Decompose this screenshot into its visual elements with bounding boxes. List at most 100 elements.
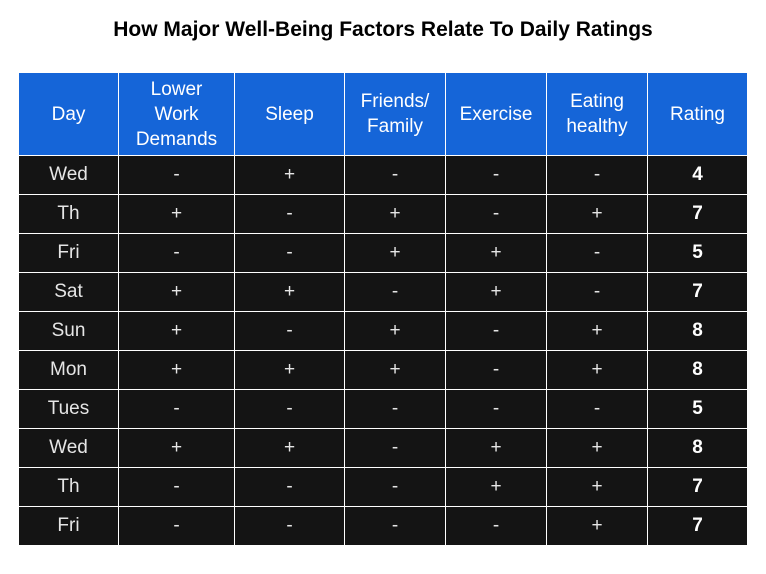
- cell-friends-family: -: [344, 467, 446, 507]
- cell-day: Fri: [18, 506, 119, 546]
- chart-title: How Major Well-Being Factors Relate To D…: [113, 18, 653, 41]
- table-row: Wed + + - + +8: [18, 428, 748, 468]
- cell-lower-work-demands: +: [118, 428, 235, 468]
- cell-sleep: -: [234, 194, 345, 234]
- header-line: Friends/: [360, 91, 430, 112]
- header-exercise: Exercise: [445, 72, 547, 156]
- header-line: Day: [51, 103, 86, 125]
- table-row: Fri - - + + -5: [18, 233, 748, 273]
- cell-exercise: -: [445, 311, 547, 351]
- cell-exercise: -: [445, 389, 547, 429]
- cell-friends-family: +: [344, 194, 446, 234]
- cell-rating: 5: [647, 233, 748, 273]
- cell-rating: 5: [647, 389, 748, 429]
- cell-friends-family: -: [344, 272, 446, 312]
- cell-eating-healthy: -: [546, 155, 648, 195]
- cell-day: Sat: [18, 272, 119, 312]
- header-day: Day: [18, 72, 119, 156]
- cell-eating-healthy: -: [546, 272, 648, 312]
- cell-rating: 4: [647, 155, 748, 195]
- table-row: Th + - + - +7: [18, 194, 748, 234]
- table-row: Wed - + - - -4: [18, 155, 748, 195]
- cell-sleep: +: [234, 155, 345, 195]
- cell-exercise: +: [445, 233, 547, 273]
- cell-exercise: -: [445, 506, 547, 546]
- cell-friends-family: -: [344, 389, 446, 429]
- header-line: Rating: [670, 103, 725, 125]
- header-line: Sleep: [265, 103, 314, 125]
- cell-exercise: -: [445, 350, 547, 390]
- cell-rating: 8: [647, 311, 748, 351]
- cell-day: Mon: [18, 350, 119, 390]
- header-friends-family: Friends/ Family: [344, 72, 446, 156]
- cell-sleep: +: [234, 428, 345, 468]
- header-line: Eating: [570, 91, 624, 112]
- cell-exercise: -: [445, 155, 547, 195]
- cell-day: Tues: [18, 389, 119, 429]
- table-body: Wed - + - - -4 Th + - + - +7 Fri - - + + -5 Sat + + - + -7 Sun + -…: [18, 155, 748, 546]
- cell-lower-work-demands: -: [118, 233, 235, 273]
- table-row: Th - - - + +7: [18, 467, 748, 507]
- cell-eating-healthy: -: [546, 233, 648, 273]
- cell-lower-work-demands: -: [118, 389, 235, 429]
- header-lower-work-demands: Lower Work Demands: [118, 72, 235, 156]
- cell-eating-healthy: +: [546, 428, 648, 468]
- cell-day: Wed: [18, 428, 119, 468]
- cell-lower-work-demands: -: [118, 506, 235, 546]
- cell-sleep: +: [234, 350, 345, 390]
- cell-sleep: -: [234, 311, 345, 351]
- cell-eating-healthy: +: [546, 350, 648, 390]
- cell-eating-healthy: +: [546, 467, 648, 507]
- cell-lower-work-demands: +: [118, 194, 235, 234]
- cell-lower-work-demands: +: [118, 311, 235, 351]
- table-row: Sat + + - + -7: [18, 272, 748, 312]
- cell-rating: 7: [647, 467, 748, 507]
- cell-eating-healthy: +: [546, 506, 648, 546]
- cell-sleep: -: [234, 506, 345, 546]
- cell-exercise: +: [445, 467, 547, 507]
- cell-rating: 8: [647, 428, 748, 468]
- header-sleep: Sleep: [234, 72, 345, 156]
- cell-eating-healthy: +: [546, 194, 648, 234]
- cell-sleep: -: [234, 467, 345, 507]
- cell-friends-family: +: [344, 350, 446, 390]
- cell-friends-family: -: [344, 155, 446, 195]
- table-row: Fri - - - - +7: [18, 506, 748, 546]
- header-eating-healthy: Eating healthy: [546, 72, 648, 156]
- cell-lower-work-demands: +: [118, 350, 235, 390]
- cell-lower-work-demands: -: [118, 467, 235, 507]
- cell-day: Th: [18, 194, 119, 234]
- cell-sleep: -: [234, 389, 345, 429]
- header-line: Family: [367, 116, 423, 137]
- cell-eating-healthy: -: [546, 389, 648, 429]
- cell-day: Sun: [18, 311, 119, 351]
- cell-rating: 8: [647, 350, 748, 390]
- cell-day: Th: [18, 467, 119, 507]
- cell-rating: 7: [647, 194, 748, 234]
- header-line: Exercise: [459, 103, 533, 125]
- header-row: Day Lower Work Demands Sleep Friends/ Fa…: [18, 72, 748, 156]
- cell-rating: 7: [647, 272, 748, 312]
- cell-friends-family: +: [344, 233, 446, 273]
- header-line: Lower: [150, 78, 203, 100]
- cell-exercise: -: [445, 194, 547, 234]
- header-rating: Rating: [647, 72, 748, 156]
- cell-eating-healthy: +: [546, 311, 648, 351]
- cell-lower-work-demands: +: [118, 272, 235, 312]
- header-line: healthy: [566, 116, 628, 137]
- table-row: Sun + - + - +8: [18, 311, 748, 351]
- header-line: Work: [154, 103, 199, 125]
- cell-exercise: +: [445, 428, 547, 468]
- cell-exercise: +: [445, 272, 547, 312]
- ratings-table: Day Lower Work Demands Sleep Friends/ Fa…: [18, 72, 748, 546]
- cell-day: Wed: [18, 155, 119, 195]
- cell-lower-work-demands: -: [118, 155, 235, 195]
- header-line: Demands: [135, 128, 218, 150]
- cell-sleep: -: [234, 233, 345, 273]
- table-row: Mon + + + - +8: [18, 350, 748, 390]
- cell-friends-family: +: [344, 311, 446, 351]
- cell-friends-family: -: [344, 506, 446, 546]
- cell-sleep: +: [234, 272, 345, 312]
- cell-friends-family: -: [344, 428, 446, 468]
